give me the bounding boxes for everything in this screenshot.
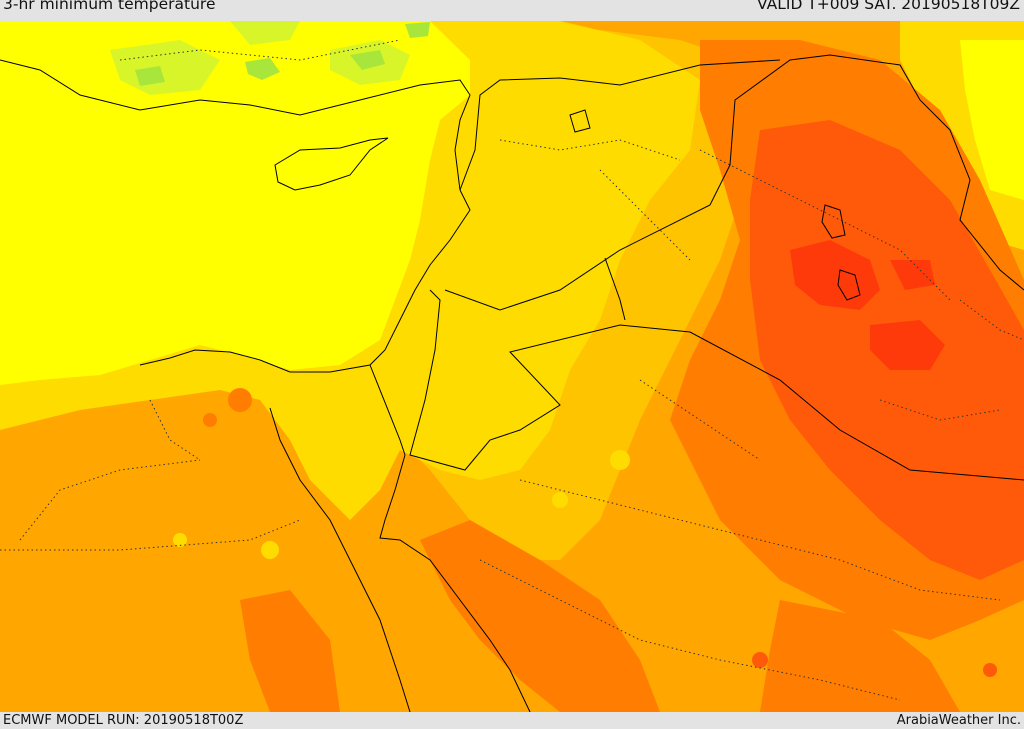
map-header: 3-hr minimum temperature VALID T+009 SAT… (0, 0, 1024, 21)
map-title: 3-hr minimum temperature (3, 0, 216, 13)
coastline-turkey (0, 59, 471, 191)
valid-time: VALID T+009 SAT. 20190518T09Z (757, 0, 1020, 13)
red-zone (790, 240, 880, 310)
yellow-zone (0, 21, 470, 385)
light-green-zone (245, 58, 280, 80)
credit-text: ArabiaWeather Inc. (896, 713, 1021, 728)
gulf-of-aqaba (379, 454, 531, 712)
model-run: ECMWF MODEL RUN: 20190518T00Z (3, 713, 244, 728)
map-footer: ECMWF MODEL RUN: 20190518T00Z ArabiaWeat… (0, 712, 1024, 729)
yellow-green-zone (110, 40, 220, 95)
cyprus-outline (274, 137, 389, 191)
gulf-of-suez (269, 407, 411, 712)
temperature-map (0, 21, 1024, 712)
